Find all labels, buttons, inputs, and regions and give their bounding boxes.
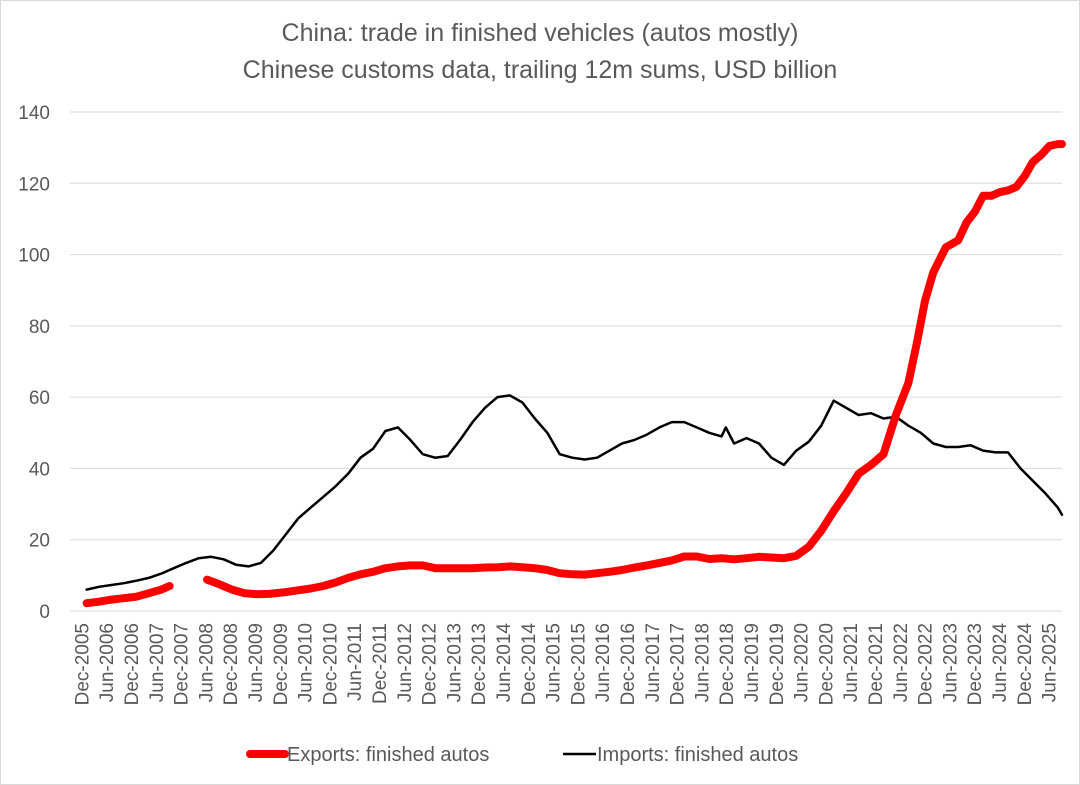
x-tick-label-Dec-2005: Dec-2005 bbox=[72, 623, 93, 705]
x-tick-label-Dec-2010: Dec-2010 bbox=[320, 623, 341, 705]
y-tick-label-100: 100 bbox=[18, 246, 50, 267]
y-axis-tick-labels: 0 20 40 60 80 100 120 140 bbox=[18, 103, 50, 623]
x-tick-label-Jun-2008: Jun-2008 bbox=[196, 623, 217, 702]
x-axis: Dec-2005 Jun-2006 Dec-2006 Jun-2007 Dec-2007… bbox=[70, 610, 1062, 706]
x-tick-label-Dec-2006: Dec-2006 bbox=[122, 623, 143, 705]
x-tick-label-Dec-2021: Dec-2021 bbox=[866, 623, 887, 705]
exports-line-segment-0 bbox=[82, 582, 174, 608]
chart-title: China: trade in finished vehicles (autos… bbox=[282, 19, 799, 47]
x-tick-label-Dec-2012: Dec-2012 bbox=[420, 623, 441, 705]
x-tick-label-Jun-2009: Jun-2009 bbox=[246, 623, 267, 702]
x-tick-label-Dec-2013: Dec-2013 bbox=[469, 623, 490, 705]
legend-label-imports: Imports: finished autos bbox=[597, 744, 798, 766]
gridlines bbox=[70, 111, 1062, 541]
x-tick-label-Jun-2015: Jun-2015 bbox=[544, 623, 565, 702]
x-tick-label-Dec-2014: Dec-2014 bbox=[519, 623, 540, 706]
x-tick-label-Dec-2015: Dec-2015 bbox=[568, 623, 589, 705]
x-tick-label-Dec-2017: Dec-2017 bbox=[668, 623, 689, 705]
x-tick-label-Dec-2022: Dec-2022 bbox=[916, 623, 937, 705]
x-tick-label-Jun-2010: Jun-2010 bbox=[296, 623, 317, 702]
x-tick-label-Jun-2018: Jun-2018 bbox=[692, 623, 713, 702]
x-tick-label-Jun-2013: Jun-2013 bbox=[444, 623, 465, 702]
x-tick-label-Jun-2025: Jun-2025 bbox=[1040, 623, 1061, 702]
x-tick-label-Dec-2020: Dec-2020 bbox=[816, 623, 837, 705]
y-tick-label-80: 80 bbox=[29, 317, 50, 338]
y-tick-label-120: 120 bbox=[18, 174, 50, 195]
x-tick-label-Dec-2019: Dec-2019 bbox=[767, 623, 788, 705]
x-tick-label-Jun-2024: Jun-2024 bbox=[990, 623, 1011, 703]
x-tick-label-Jun-2006: Jun-2006 bbox=[97, 623, 118, 702]
y-tick-label-60: 60 bbox=[29, 388, 50, 409]
y-tick-label-0: 0 bbox=[39, 602, 50, 623]
x-tick-label-Dec-2018: Dec-2018 bbox=[717, 623, 738, 705]
imports-line-segment-0 bbox=[85, 394, 1064, 591]
x-tick-label-Dec-2016: Dec-2016 bbox=[618, 623, 639, 705]
x-tick-label-Jun-2023: Jun-2023 bbox=[940, 623, 961, 702]
y-tick-label-40: 40 bbox=[29, 459, 50, 480]
exports-line-segment-1 bbox=[203, 140, 1066, 599]
x-tick-label-Jun-2017: Jun-2017 bbox=[643, 623, 664, 702]
x-tick-label-Jun-2019: Jun-2019 bbox=[742, 623, 763, 702]
x-tick-label-Jun-2014: Jun-2014 bbox=[494, 623, 515, 703]
x-tick-label-Jun-2007: Jun-2007 bbox=[147, 623, 168, 702]
x-tick-label-Jun-2016: Jun-2016 bbox=[593, 623, 614, 702]
x-tick-label-Dec-2024: Dec-2024 bbox=[1015, 623, 1036, 706]
x-tick-label-Dec-2008: Dec-2008 bbox=[221, 623, 242, 705]
legend: Exports: finished autos Imports: finishe… bbox=[246, 744, 798, 766]
y-tick-label-140: 140 bbox=[18, 103, 50, 124]
x-tick-label-Jun-2021: Jun-2021 bbox=[841, 623, 862, 702]
x-tick-label-Dec-2007: Dec-2007 bbox=[172, 623, 193, 705]
x-tick-label-Dec-2011: Dec-2011 bbox=[370, 623, 391, 704]
legend-label-exports: Exports: finished autos bbox=[287, 744, 489, 766]
x-tick-label-Dec-2009: Dec-2009 bbox=[271, 623, 292, 705]
x-tick-label-Jun-2020: Jun-2020 bbox=[792, 623, 813, 702]
y-tick-label-20: 20 bbox=[29, 531, 50, 552]
x-tick-label-Jun-2012: Jun-2012 bbox=[395, 623, 416, 702]
x-tick-label-Jun-2022: Jun-2022 bbox=[891, 623, 912, 702]
chart-subtitle: Chinese customs data, trailing 12m sums,… bbox=[243, 56, 838, 84]
plot-area bbox=[82, 140, 1066, 608]
x-tick-label-Dec-2023: Dec-2023 bbox=[965, 623, 986, 705]
x-tick-label-Jun-2011: Jun-2011 bbox=[345, 623, 366, 701]
